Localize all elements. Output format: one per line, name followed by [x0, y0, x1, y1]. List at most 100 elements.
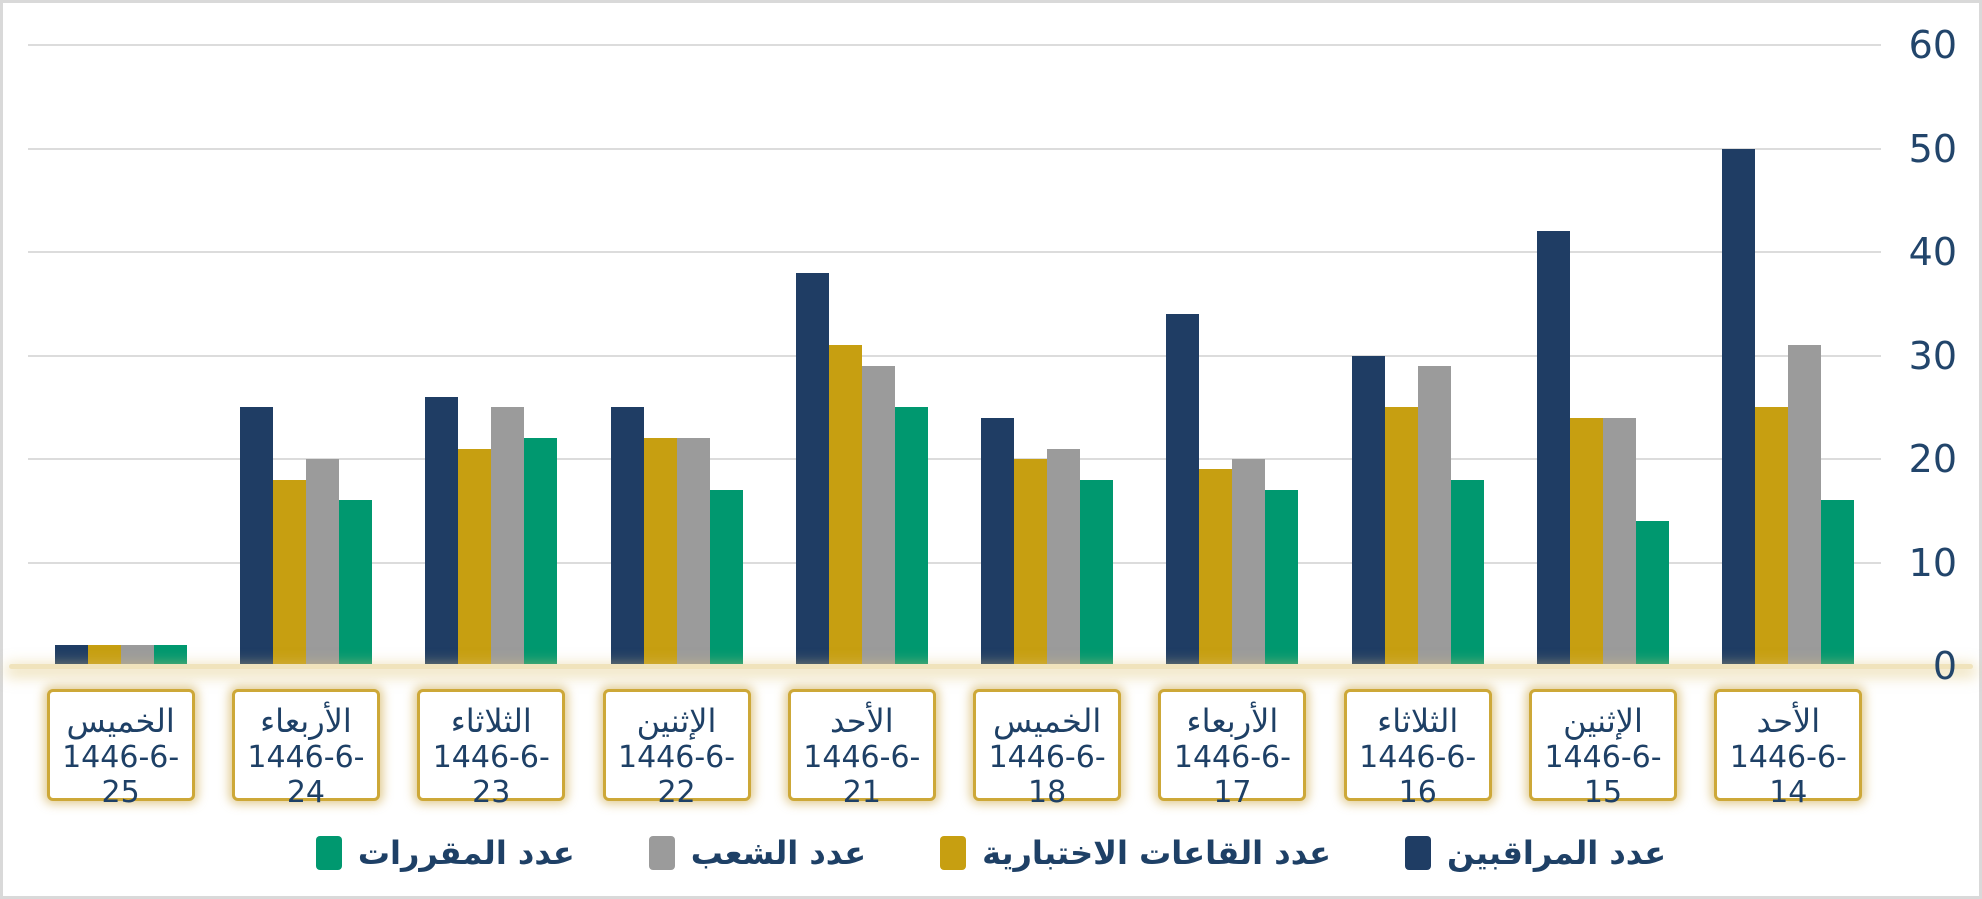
- bar[interactable]: [894, 407, 928, 666]
- date-label: 1446-6-24: [247, 740, 365, 810]
- bar[interactable]: [338, 500, 372, 666]
- date-label: 1446-6-25: [62, 740, 180, 810]
- x-label-cell: الأحد 1446-6-14: [1696, 689, 1881, 810]
- day-name-label: الأحد: [1756, 702, 1821, 740]
- bar[interactable]: [1722, 148, 1756, 666]
- bar[interactable]: [1417, 365, 1451, 666]
- bar[interactable]: [1755, 407, 1789, 666]
- bar[interactable]: [676, 438, 710, 666]
- bar[interactable]: [1450, 479, 1484, 666]
- bar[interactable]: [305, 459, 339, 666]
- day-name-label: الأربعاء: [260, 702, 352, 740]
- date-label: 1446-6-16: [1359, 740, 1477, 810]
- bar[interactable]: [861, 365, 895, 666]
- bar[interactable]: [458, 448, 492, 666]
- date-label-box: الثلاثاء 1446-6-23: [417, 689, 566, 810]
- bar[interactable]: [981, 417, 1015, 666]
- bar[interactable]: [1351, 355, 1385, 666]
- day-name-label: الإثنين: [636, 702, 717, 740]
- x-label-cell: الثلاثاء 1446-6-16: [1325, 689, 1510, 810]
- bar[interactable]: [1166, 314, 1200, 666]
- day-name-label: الأربعاء: [1186, 702, 1279, 740]
- bar-group-1446-6-24: [213, 45, 398, 666]
- x-label-cell: الأربعاء 1446-6-17: [1140, 689, 1325, 810]
- legend-item[interactable]: عدد القاعات الاختبارية: [940, 834, 1331, 872]
- y-axis-tick-50: 50: [1908, 126, 1957, 171]
- bar[interactable]: [120, 645, 154, 666]
- bar[interactable]: [239, 407, 273, 666]
- legend: عدد المقررات عدد الشعب عدد القاعات الاختبا…: [3, 821, 1979, 885]
- bar[interactable]: [795, 272, 829, 666]
- bar[interactable]: [524, 438, 558, 666]
- bar[interactable]: [1047, 448, 1081, 666]
- x-label-cell: الأربعاء 1446-6-24: [213, 689, 398, 810]
- day-name-label: الأحد: [829, 702, 894, 740]
- bar[interactable]: [1265, 490, 1299, 666]
- date-label: 1446-6-14: [1729, 740, 1847, 810]
- y-axis-tick-0: 0: [1932, 644, 1957, 688]
- day-name-label: الخميس: [993, 702, 1102, 740]
- bar[interactable]: [709, 490, 743, 666]
- bar[interactable]: [1788, 345, 1822, 666]
- legend-label: عدد الشعب: [690, 834, 867, 872]
- legend-item[interactable]: عدد المقررات: [315, 834, 575, 872]
- legend-label: عدد المراقبين: [1447, 834, 1667, 872]
- bar-group-1446-6-14: [1696, 45, 1881, 666]
- bar[interactable]: [54, 645, 88, 666]
- gridline-40: [28, 251, 1881, 253]
- x-label-cell: الأحد 1446-6-21: [769, 689, 954, 810]
- bar-group-1446-6-22: [584, 45, 769, 666]
- legend-swatch-icon: [648, 836, 675, 870]
- bar[interactable]: [272, 479, 306, 666]
- gridline-10: [28, 561, 1881, 564]
- y-axis-tick-60: 60: [1908, 23, 1957, 67]
- legend-swatch-icon: [1405, 836, 1432, 870]
- bar[interactable]: [153, 645, 187, 666]
- date-label-box: الإثنين 1446-6-15: [1529, 689, 1678, 810]
- date-label: 1446-6-21: [803, 740, 921, 810]
- day-name-label: الثلاثاء: [450, 702, 532, 740]
- bar[interactable]: [1603, 417, 1637, 666]
- day-name-label: الخميس: [66, 702, 175, 740]
- bar[interactable]: [1636, 521, 1670, 666]
- legend-item[interactable]: عدد المراقبين: [1405, 834, 1666, 872]
- bar[interactable]: [425, 396, 459, 666]
- bar[interactable]: [1537, 231, 1571, 666]
- legend-item[interactable]: عدد الشعب: [648, 834, 867, 872]
- y-axis-tick-10: 10: [1908, 540, 1957, 585]
- bar[interactable]: [1232, 459, 1266, 666]
- day-name-label: الثلاثاء: [1377, 702, 1459, 740]
- date-label-box: الإثنين 1446-6-22: [602, 689, 751, 810]
- x-axis-line: [9, 664, 1973, 669]
- date-label-box: الأحد 1446-6-21: [787, 689, 936, 810]
- date-label-box: الأربعاء 1446-6-24: [231, 689, 380, 810]
- y-axis-tick-20: 20: [1908, 437, 1957, 481]
- legend-swatch-icon: [315, 836, 342, 870]
- bar[interactable]: [1821, 500, 1855, 666]
- bar[interactable]: [1199, 469, 1233, 666]
- date-label: 1446-6-18: [988, 740, 1106, 810]
- legend-swatch-icon: [940, 836, 967, 870]
- bar[interactable]: [1014, 459, 1048, 666]
- bar[interactable]: [87, 645, 121, 666]
- x-label-cell: الخميس 1446-6-18: [954, 689, 1139, 810]
- bar[interactable]: [1384, 407, 1418, 666]
- date-label-box: الخميس 1446-6-25: [46, 689, 195, 810]
- gridline-60: [28, 44, 1881, 46]
- bar[interactable]: [610, 407, 644, 666]
- bar[interactable]: [828, 345, 862, 666]
- bar[interactable]: [1570, 417, 1604, 666]
- bar-group-1446-6-23: [399, 45, 584, 666]
- legend-label: عدد المقررات: [357, 834, 575, 872]
- gridline-30: [28, 354, 1881, 357]
- x-label-cell: الخميس 1446-6-25: [28, 689, 213, 810]
- legend-label: عدد القاعات الاختبارية: [982, 834, 1332, 872]
- date-label: 1446-6-15: [1544, 740, 1662, 810]
- bar-group-1446-6-21: [769, 45, 954, 666]
- bar[interactable]: [1080, 479, 1114, 666]
- bar[interactable]: [491, 407, 525, 666]
- bar-group-1446-6-15: [1510, 45, 1695, 666]
- bar[interactable]: [643, 438, 677, 666]
- date-label-box: الأحد 1446-6-14: [1714, 689, 1863, 810]
